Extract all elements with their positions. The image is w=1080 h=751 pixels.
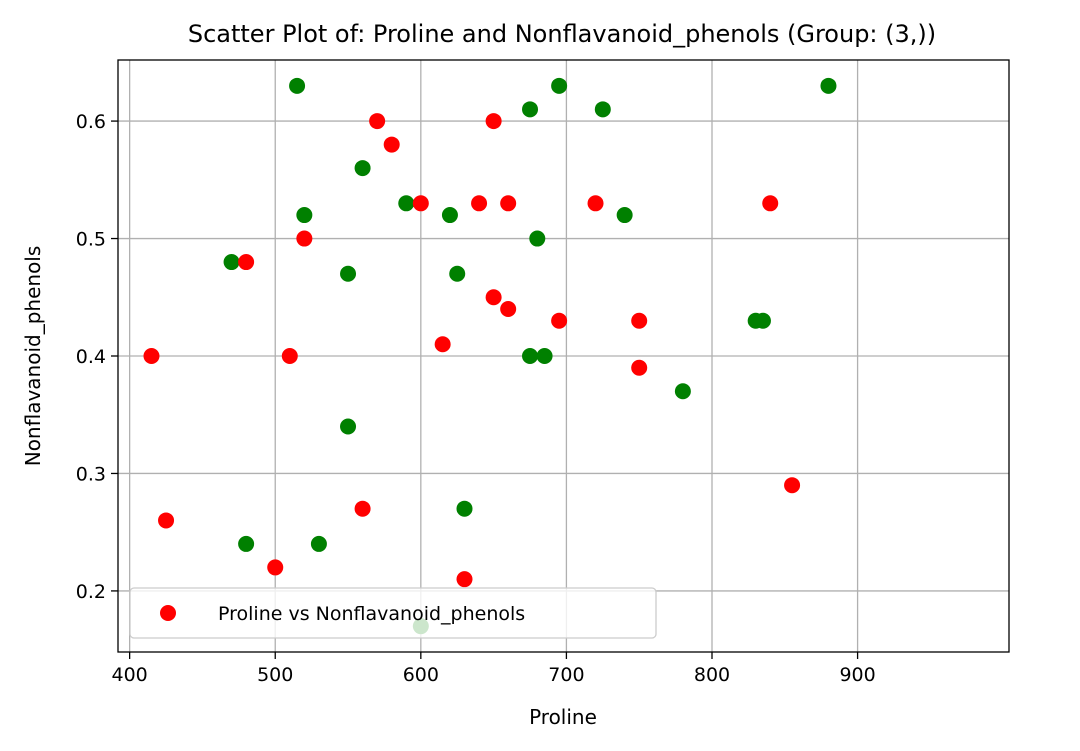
y-tick-label: 0.4 <box>76 346 106 368</box>
data-point <box>398 195 415 212</box>
data-point <box>412 195 429 212</box>
y-axis-label: Nonflavanoid_phenols <box>21 246 45 467</box>
data-point <box>223 254 240 271</box>
x-tick-label: 600 <box>403 664 439 686</box>
data-points <box>143 77 837 635</box>
data-point <box>281 348 298 364</box>
data-point <box>369 113 386 130</box>
data-point <box>354 500 371 517</box>
y-tick-label: 0.2 <box>76 581 106 603</box>
x-tick-label: 500 <box>257 664 293 686</box>
data-point <box>238 535 255 552</box>
data-point <box>551 77 568 94</box>
grid-lines <box>118 60 1009 652</box>
data-point <box>340 265 357 282</box>
y-tick-label: 0.6 <box>76 111 106 133</box>
data-point <box>522 348 539 364</box>
data-point <box>340 418 357 435</box>
data-point <box>296 207 313 224</box>
data-point <box>354 160 371 177</box>
data-point <box>143 348 160 364</box>
data-point <box>674 383 691 400</box>
legend-box <box>129 587 657 639</box>
plot-frame <box>117 59 1010 653</box>
x-tick-label: 900 <box>839 664 875 686</box>
data-point <box>762 195 779 212</box>
x-tick-label: 800 <box>694 664 730 686</box>
data-point <box>631 359 648 376</box>
data-point <box>383 136 400 153</box>
x-tick-label: 400 <box>112 664 148 686</box>
data-point <box>158 512 175 529</box>
data-point <box>551 312 568 329</box>
data-point <box>522 101 539 118</box>
data-point <box>616 207 633 224</box>
data-point <box>449 265 466 282</box>
data-point <box>471 195 488 212</box>
data-point <box>500 301 517 318</box>
legend-marker <box>160 605 176 621</box>
chart-title: Scatter Plot of: Proline and Nonflavanoi… <box>188 20 936 48</box>
x-tick-label: 700 <box>548 664 584 686</box>
legend: Proline vs Nonflavanoid_phenols <box>129 587 657 639</box>
data-point <box>594 101 611 118</box>
data-point <box>456 500 473 517</box>
data-point <box>631 312 648 329</box>
data-point <box>267 559 284 576</box>
axis-ticks: 400 500 600 700 800 900 0.2 0.3 0.4 0.5 0.6 <box>76 111 876 686</box>
x-axis-label: Proline <box>529 705 597 729</box>
data-point <box>754 312 771 329</box>
data-point <box>441 207 458 224</box>
legend-label: Proline vs Nonflavanoid_phenols <box>218 603 525 625</box>
data-point <box>238 254 255 271</box>
data-point <box>485 289 502 306</box>
data-point <box>536 348 553 364</box>
y-tick-label: 0.5 <box>76 229 106 251</box>
data-point <box>310 535 327 552</box>
y-tick-label: 0.3 <box>76 463 106 485</box>
data-point <box>529 230 546 247</box>
data-point <box>820 77 837 94</box>
data-point <box>784 477 801 494</box>
data-point <box>587 195 604 212</box>
data-point <box>296 230 313 247</box>
data-point <box>434 336 451 353</box>
data-point <box>500 195 517 212</box>
data-point <box>456 571 473 588</box>
data-point <box>485 113 502 130</box>
data-point <box>289 77 306 94</box>
